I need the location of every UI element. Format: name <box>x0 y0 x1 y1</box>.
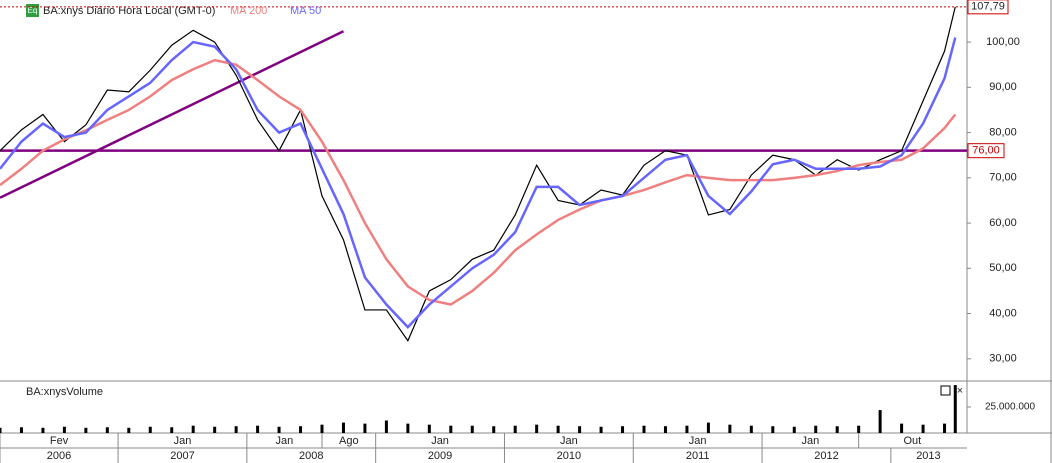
volume-bar <box>599 426 603 433</box>
volume-bar <box>663 426 667 433</box>
x-tick-label: Jan <box>431 435 449 447</box>
x-tick-label: 2007 <box>170 450 194 462</box>
x-tick-label: Fev <box>50 435 69 447</box>
volume-bar <box>857 425 861 433</box>
volume-bar <box>513 425 517 433</box>
hline-label: 76,00 <box>972 145 1000 157</box>
volume-bar <box>621 426 625 433</box>
x-tick-label: Jan <box>174 435 192 447</box>
volume-bar <box>234 426 238 433</box>
volume-bar <box>535 424 539 433</box>
volume-bar <box>427 424 431 433</box>
volume-bar <box>771 426 775 433</box>
x-tick-label: Out <box>903 435 921 447</box>
volume-bar <box>41 427 45 433</box>
last-price-tag <box>967 0 1009 15</box>
volume-bar <box>792 426 796 433</box>
volume-bar <box>470 425 474 433</box>
chart-title: BA:xnys Diário Hora Local (GMT-0) <box>43 5 215 17</box>
x-tick-label: 2009 <box>428 450 452 462</box>
volume-bar <box>191 425 195 433</box>
volume-bar <box>578 426 582 433</box>
hline-tag <box>967 143 1005 159</box>
volume-bar <box>728 424 732 433</box>
volume-bar <box>835 426 839 433</box>
volume-bar <box>341 422 345 433</box>
x-tick-label: 2012 <box>814 450 838 462</box>
y-tick-label: 50,00 <box>989 262 1017 274</box>
series-line <box>0 6 956 342</box>
volume-bar <box>900 423 904 433</box>
volume-bar <box>814 425 818 433</box>
icon-label: Eq <box>28 6 38 15</box>
volume-bar <box>642 425 646 433</box>
x-tick-label: 2008 <box>299 450 323 462</box>
y-tick-label: 100,00 <box>986 36 1020 48</box>
volume-bar <box>62 426 66 433</box>
volume-bar <box>406 423 410 433</box>
x-tick-label: Jan <box>689 435 707 447</box>
volume-bar <box>449 425 453 433</box>
volume-bar <box>921 424 925 433</box>
y-tick-label: 60,00 <box>989 217 1017 229</box>
x-tick-label: Jan <box>801 435 819 447</box>
volume-bar <box>105 427 109 433</box>
volume-bar <box>749 425 753 433</box>
legend-entry: MA 200 <box>230 5 267 17</box>
volume-bar <box>685 425 689 433</box>
volume-bar <box>213 426 217 433</box>
x-tick-label: 2013 <box>916 450 940 462</box>
volume-title: BA:xnysVolume <box>26 386 103 398</box>
volume-bar <box>943 423 947 433</box>
volume-bar <box>19 427 23 433</box>
x-tick-label: 2010 <box>557 450 581 462</box>
volume-bar <box>0 427 2 433</box>
trend-line <box>0 30 345 199</box>
volume-bar <box>384 420 388 433</box>
legend-entry: MA 50 <box>290 5 321 17</box>
x-tick-label: 2006 <box>47 450 71 462</box>
y-tick-label: 70,00 <box>989 172 1017 184</box>
volume-bar <box>277 426 281 433</box>
close-button[interactable]: × <box>957 385 963 397</box>
y-tick-label: 30,00 <box>989 353 1017 365</box>
x-tick-label: Jan <box>560 435 578 447</box>
y-tick-label: 90,00 <box>989 81 1017 93</box>
panel-button[interactable] <box>940 385 951 396</box>
volume-bar <box>127 427 131 433</box>
volume-bar <box>953 385 957 433</box>
series-line <box>0 58 957 306</box>
volume-bar <box>363 423 367 433</box>
volume-bar <box>148 426 152 433</box>
volume-bar <box>299 426 303 433</box>
volume-bar <box>492 426 496 433</box>
volume-bar <box>706 422 710 433</box>
y-tick-label: 25.000.000 <box>985 402 1035 413</box>
y-tick-label: 80,00 <box>989 126 1017 138</box>
volume-bar <box>170 427 174 433</box>
volume-bar <box>84 427 88 433</box>
volume-bar <box>878 410 882 433</box>
x-tick-label: 2011 <box>686 450 710 462</box>
volume-bar <box>556 425 560 433</box>
volume-bar <box>256 425 260 433</box>
series-line <box>0 37 957 329</box>
y-tick-label: 40,00 <box>989 307 1017 319</box>
x-tick-label: Jan <box>276 435 294 447</box>
x-tick-label: Ago <box>339 435 359 447</box>
volume-bar <box>320 424 324 433</box>
last-price-label: 107,79 <box>971 1 1005 13</box>
